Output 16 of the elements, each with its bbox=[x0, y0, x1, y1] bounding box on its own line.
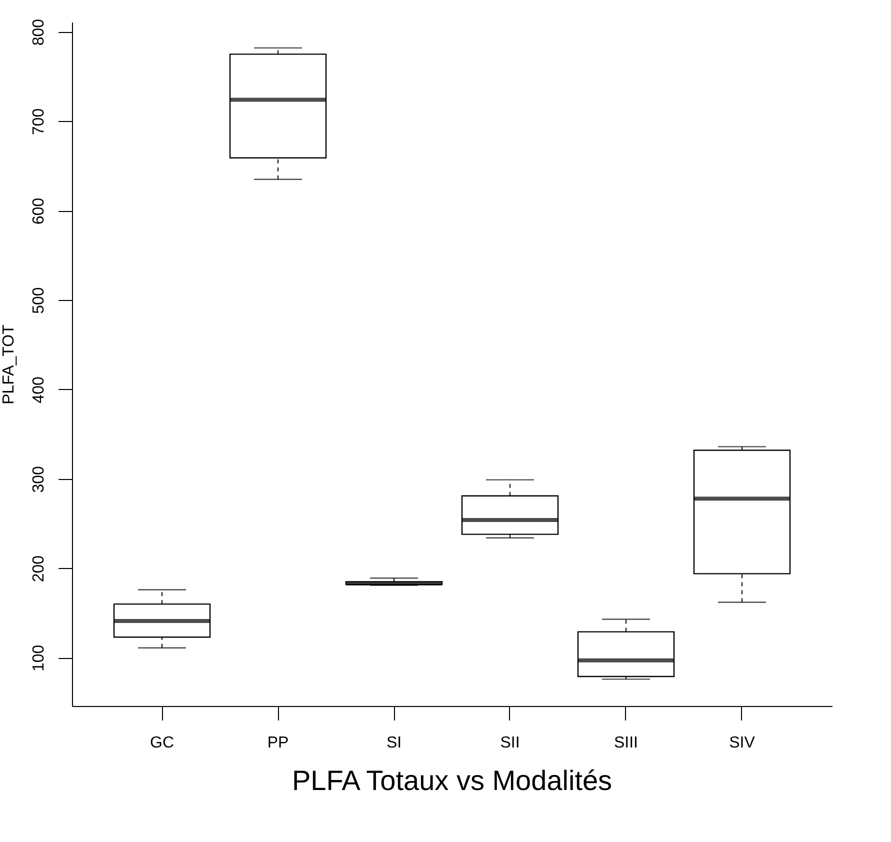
x-tick-label: PP bbox=[267, 734, 289, 752]
y-tick-label: 700 bbox=[30, 108, 48, 136]
x-tick-label: SII bbox=[500, 734, 520, 752]
text: PLFA Totaux vs Modalités bbox=[292, 765, 612, 796]
y-tick-label: 600 bbox=[30, 198, 48, 225]
x-tick-label: GC bbox=[150, 734, 174, 752]
y-axis-title: PLFA_TOT bbox=[0, 324, 18, 404]
y-tick-label: 800 bbox=[30, 18, 48, 46]
x-tick-label: SIII bbox=[614, 734, 638, 752]
y-tick-label: 400 bbox=[30, 376, 48, 404]
y-tick-label: 200 bbox=[30, 555, 48, 582]
y-tick-label: 100 bbox=[30, 644, 48, 672]
y-tick-label: 300 bbox=[30, 466, 48, 493]
y-tick-label: 500 bbox=[30, 287, 48, 314]
x-tick-label: SI bbox=[386, 734, 402, 752]
x-tick-label: SIV bbox=[729, 734, 756, 752]
